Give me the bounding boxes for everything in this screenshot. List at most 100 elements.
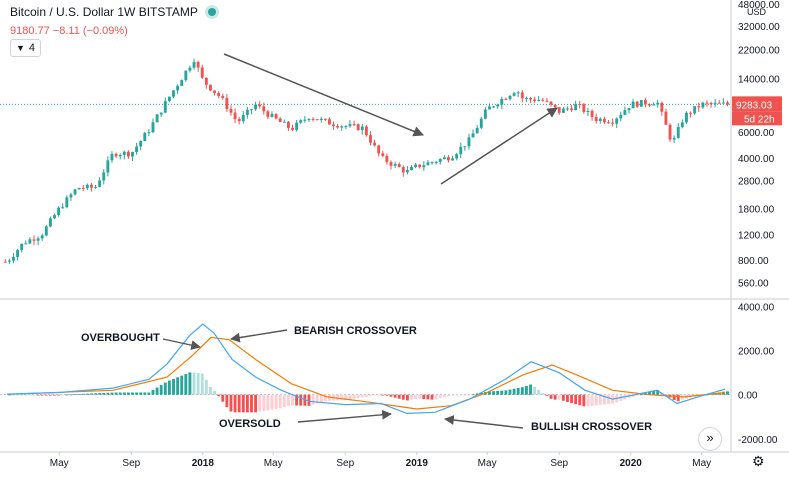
candle-body — [627, 108, 631, 111]
time-tick-label: 2020 — [620, 458, 643, 469]
macd-histogram-bar — [266, 394, 270, 411]
candle-body — [385, 155, 389, 163]
macd-histogram-bar — [590, 394, 594, 406]
candle-body — [159, 112, 163, 115]
candle-body — [438, 159, 442, 162]
candle-body — [163, 101, 167, 113]
macd-histogram-bar — [352, 394, 356, 399]
macd-histogram-bar — [381, 394, 385, 396]
candle-body — [479, 118, 483, 128]
candle-body — [73, 189, 77, 195]
candle-body — [561, 108, 565, 113]
candle-body — [348, 124, 352, 127]
macd-histogram-bar — [401, 394, 405, 400]
macd-histogram-bar — [77, 394, 81, 395]
macd-histogram-bar — [20, 394, 24, 396]
macd-histogram-bar — [447, 394, 450, 396]
candle-body — [672, 137, 676, 140]
time-tick-label: Sep — [336, 458, 354, 469]
macd-histogram-bar — [574, 394, 578, 405]
macd-tick-label: 2000.00 — [738, 347, 775, 358]
candle-body — [488, 106, 491, 110]
candle-body — [250, 109, 253, 111]
macd-histogram-bar — [377, 394, 381, 396]
price-tick-label: 6000.00 — [738, 128, 775, 139]
symbol-title[interactable]: Bitcoin / U.S. Dollar 1W BITSTAMP — [10, 5, 198, 19]
candle-body — [570, 108, 573, 111]
macd-histogram-bar — [356, 394, 360, 399]
macd-histogram-bar — [245, 394, 249, 413]
macd-histogram-bar — [557, 394, 561, 400]
double-chevron-right-icon: » — [706, 430, 714, 445]
macd-histogram-bar — [492, 391, 496, 395]
macd-histogram-bar — [488, 391, 491, 395]
price-tick-label: 800.00 — [738, 256, 769, 267]
macd-histogram-bar — [274, 394, 278, 409]
candle-body — [463, 146, 467, 148]
candle-body — [401, 167, 405, 173]
candle-body — [553, 104, 557, 108]
candle-body — [106, 160, 110, 173]
price-tick-label: 32000.00 — [738, 22, 780, 33]
macd-histogram-bar — [512, 388, 516, 395]
candle-body — [192, 62, 196, 68]
macd-histogram-bar — [656, 390, 660, 395]
macd-histogram-bar — [561, 394, 565, 401]
candle-body — [217, 92, 221, 96]
candle-body — [286, 121, 290, 128]
macd-histogram-bar — [143, 392, 147, 395]
candle-body — [323, 118, 327, 120]
candle-body — [16, 250, 20, 257]
candle-body — [225, 97, 229, 109]
candle-body — [664, 111, 668, 125]
bearish-crossover-arrow — [230, 329, 288, 343]
macd-histogram-bar — [418, 394, 422, 399]
macd-histogram-bar — [262, 394, 266, 411]
macd-tick-label: 0.00 — [738, 391, 758, 402]
macd-histogram-bar — [570, 394, 573, 404]
market-status-dot — [207, 7, 216, 16]
gear-icon[interactable]: ⚙ — [752, 453, 765, 469]
macd-histogram-bar — [508, 389, 512, 395]
indicator-count: 4 — [28, 42, 36, 54]
indicators-toggle-button[interactable]: ▼ 4 — [10, 39, 42, 57]
candle-body — [20, 243, 24, 251]
candle-body — [176, 85, 180, 91]
macd-histogram-bar — [475, 393, 479, 395]
candle-body — [360, 126, 364, 131]
candle-body — [295, 122, 299, 130]
macd-histogram-bar — [602, 394, 606, 405]
candle-body — [590, 110, 594, 118]
candle-body — [471, 133, 475, 138]
candle-body — [685, 112, 688, 123]
time-tick-label: May — [692, 458, 711, 469]
macd-histogram-bar — [319, 394, 323, 403]
candle-body — [500, 98, 504, 105]
macd-histogram-bar — [496, 390, 500, 395]
macd-histogram-bar — [28, 394, 32, 396]
candle-body — [303, 119, 307, 121]
candle-body — [126, 151, 130, 157]
current-price-label: 9283.03 — [736, 100, 773, 111]
macd-histogram-bar — [159, 385, 163, 395]
candle-body — [422, 165, 426, 168]
candle-body — [594, 117, 598, 121]
candle-body — [574, 104, 578, 111]
candle-body — [397, 164, 401, 168]
bullish-crossover-arrow — [444, 415, 524, 429]
candle-body — [184, 70, 188, 81]
macd-histogram-bar — [217, 394, 221, 397]
macd-tick-label: -2000.00 — [738, 435, 778, 446]
macd-histogram-bar — [598, 394, 602, 405]
candle-body — [196, 62, 200, 68]
candle-body — [508, 95, 512, 100]
macd-histogram-bar — [53, 394, 56, 396]
candle-body — [102, 172, 106, 181]
scroll-to-realtime-button[interactable]: » — [698, 427, 722, 451]
macd-histogram-bar — [270, 394, 274, 410]
macd-histogram-bar — [12, 394, 15, 396]
macd-histogram-bar — [192, 372, 196, 395]
candle-body — [36, 238, 40, 241]
candle-body — [520, 92, 524, 99]
